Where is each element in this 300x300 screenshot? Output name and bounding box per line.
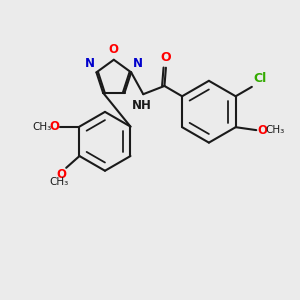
Text: Cl: Cl	[253, 72, 267, 86]
Text: NH: NH	[132, 99, 152, 112]
Text: CH₃: CH₃	[32, 122, 52, 132]
Text: CH₃: CH₃	[49, 177, 68, 187]
Text: CH₃: CH₃	[266, 125, 285, 135]
Text: O: O	[257, 124, 268, 136]
Text: N: N	[84, 57, 94, 70]
Text: O: O	[56, 168, 66, 181]
Text: O: O	[50, 120, 60, 133]
Text: O: O	[160, 51, 171, 64]
Text: N: N	[133, 57, 143, 70]
Text: O: O	[109, 43, 119, 56]
